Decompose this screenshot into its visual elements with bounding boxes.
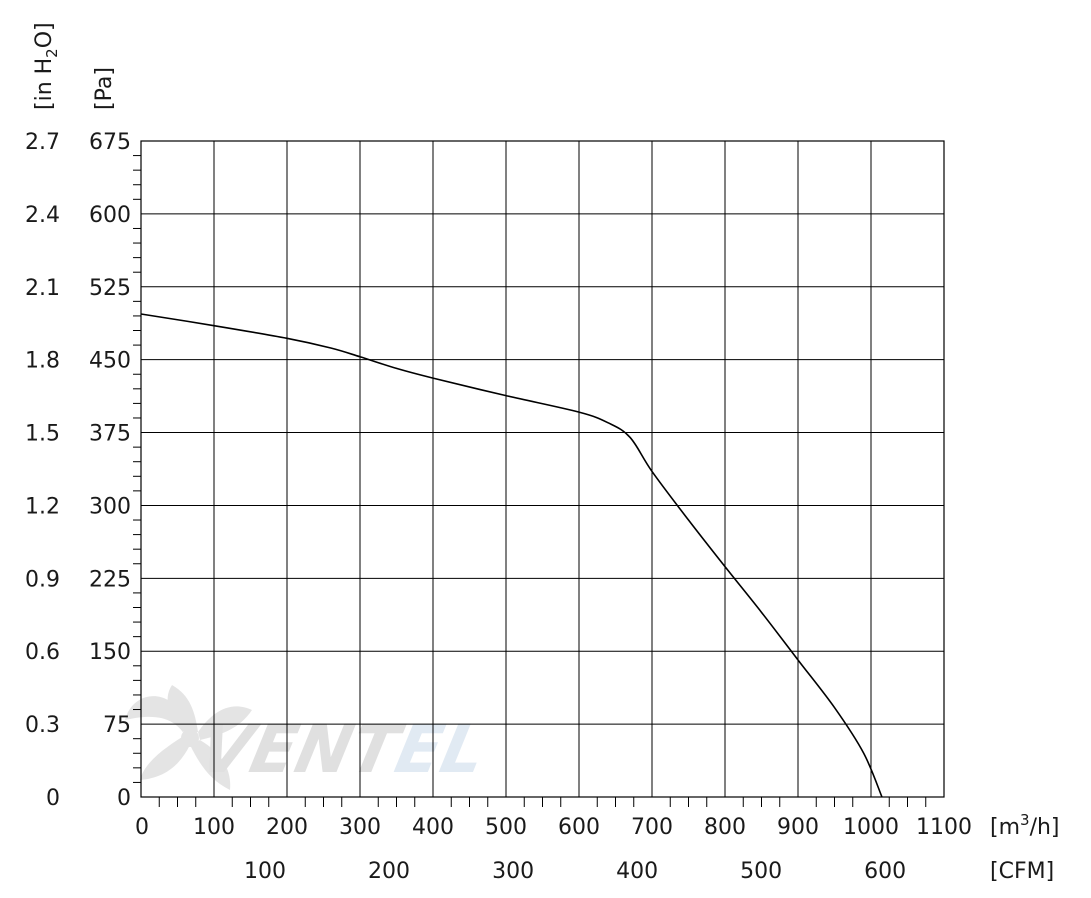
y-tick-label-pa: 600 bbox=[89, 203, 131, 228]
x-tick-label-m3h: 0 bbox=[135, 815, 149, 840]
y-tick-label-pa: 300 bbox=[89, 494, 131, 519]
x-tick-label-m3h: 100 bbox=[193, 815, 235, 840]
y-tick-label-pa: 225 bbox=[89, 567, 131, 592]
fan-logo-icon bbox=[125, 685, 252, 790]
minor-ticks bbox=[133, 155, 927, 807]
x2-tick-label-cfm: 100 bbox=[244, 859, 286, 884]
x2-tick-label-cfm: 300 bbox=[492, 859, 534, 884]
y-tick-label-pa: 675 bbox=[89, 130, 131, 155]
x-tick-label-m3h: 1100 bbox=[916, 815, 972, 840]
plot-frame bbox=[140, 140, 945, 798]
x-tick-label-m3h: 1000 bbox=[843, 815, 899, 840]
y-tick-label-pa: 375 bbox=[89, 422, 131, 447]
y-tick-label-pa: 75 bbox=[103, 713, 131, 738]
y-tick-label-pa: 450 bbox=[89, 349, 131, 374]
y-tick-label-pa: 525 bbox=[89, 276, 131, 301]
y-tick-label-pa: 150 bbox=[89, 640, 131, 665]
y2-tick-label-inh2o: 0.9 bbox=[25, 567, 60, 592]
x-tick-label-m3h: 700 bbox=[631, 815, 673, 840]
y-axis-inh2o-ticks: 0 0.3 0.6 0.9 1.2 1.5 1.8 2.1 2.4 2.7 bbox=[25, 130, 60, 811]
x2-tick-label-cfm: 400 bbox=[616, 859, 658, 884]
y2-tick-label-inh2o: 1.8 bbox=[25, 349, 60, 374]
x-tick-label-m3h: 400 bbox=[412, 815, 454, 840]
x2-axis-unit-label: [CFM] bbox=[990, 859, 1054, 884]
y2-tick-label-inh2o: 1.5 bbox=[25, 422, 60, 447]
y2-tick-label-inh2o: 2.1 bbox=[25, 276, 60, 301]
x2-tick-label-cfm: 200 bbox=[368, 859, 410, 884]
y2-axis-unit-label: [in H2O] bbox=[32, 22, 61, 110]
x-axis-unit-label: [m3/h] bbox=[990, 811, 1060, 840]
x2-tick-label-cfm: 600 bbox=[864, 859, 906, 884]
grid-lines bbox=[140, 140, 945, 798]
y2-tick-label-inh2o: 2.4 bbox=[25, 203, 60, 228]
x-tick-label-m3h: 900 bbox=[777, 815, 819, 840]
y2-tick-label-inh2o: 0 bbox=[46, 786, 60, 811]
y2-tick-label-inh2o: 2.7 bbox=[25, 130, 60, 155]
x-axis-m3h-ticks: 0 100 200 300 400 500 600 700 800 900 1000 1100 bbox=[135, 815, 972, 840]
y-axis-unit-label: [Pa] bbox=[92, 67, 117, 110]
y-axis-pa-ticks: 0 75 150 225 300 375 450 525 600 675 bbox=[89, 130, 131, 811]
watermark-logo: VENTEL bbox=[125, 685, 492, 790]
x-axis-cfm-ticks: 100 200 300 400 500 600 bbox=[244, 859, 906, 884]
y2-tick-label-inh2o: 0.6 bbox=[25, 640, 60, 665]
x-tick-label-m3h: 300 bbox=[339, 815, 381, 840]
y2-tick-label-inh2o: 0.3 bbox=[25, 713, 60, 738]
x-tick-label-m3h: 600 bbox=[558, 815, 600, 840]
x-tick-label-m3h: 200 bbox=[266, 815, 308, 840]
x2-tick-label-cfm: 500 bbox=[740, 859, 782, 884]
x-tick-label-m3h: 500 bbox=[485, 815, 527, 840]
y2-tick-label-inh2o: 1.2 bbox=[25, 494, 60, 519]
y-tick-label-pa: 0 bbox=[117, 786, 131, 811]
series-line-fan-curve bbox=[140, 313, 883, 798]
watermark-text: VENTEL bbox=[193, 711, 493, 788]
x-tick-label-m3h: 800 bbox=[704, 815, 746, 840]
